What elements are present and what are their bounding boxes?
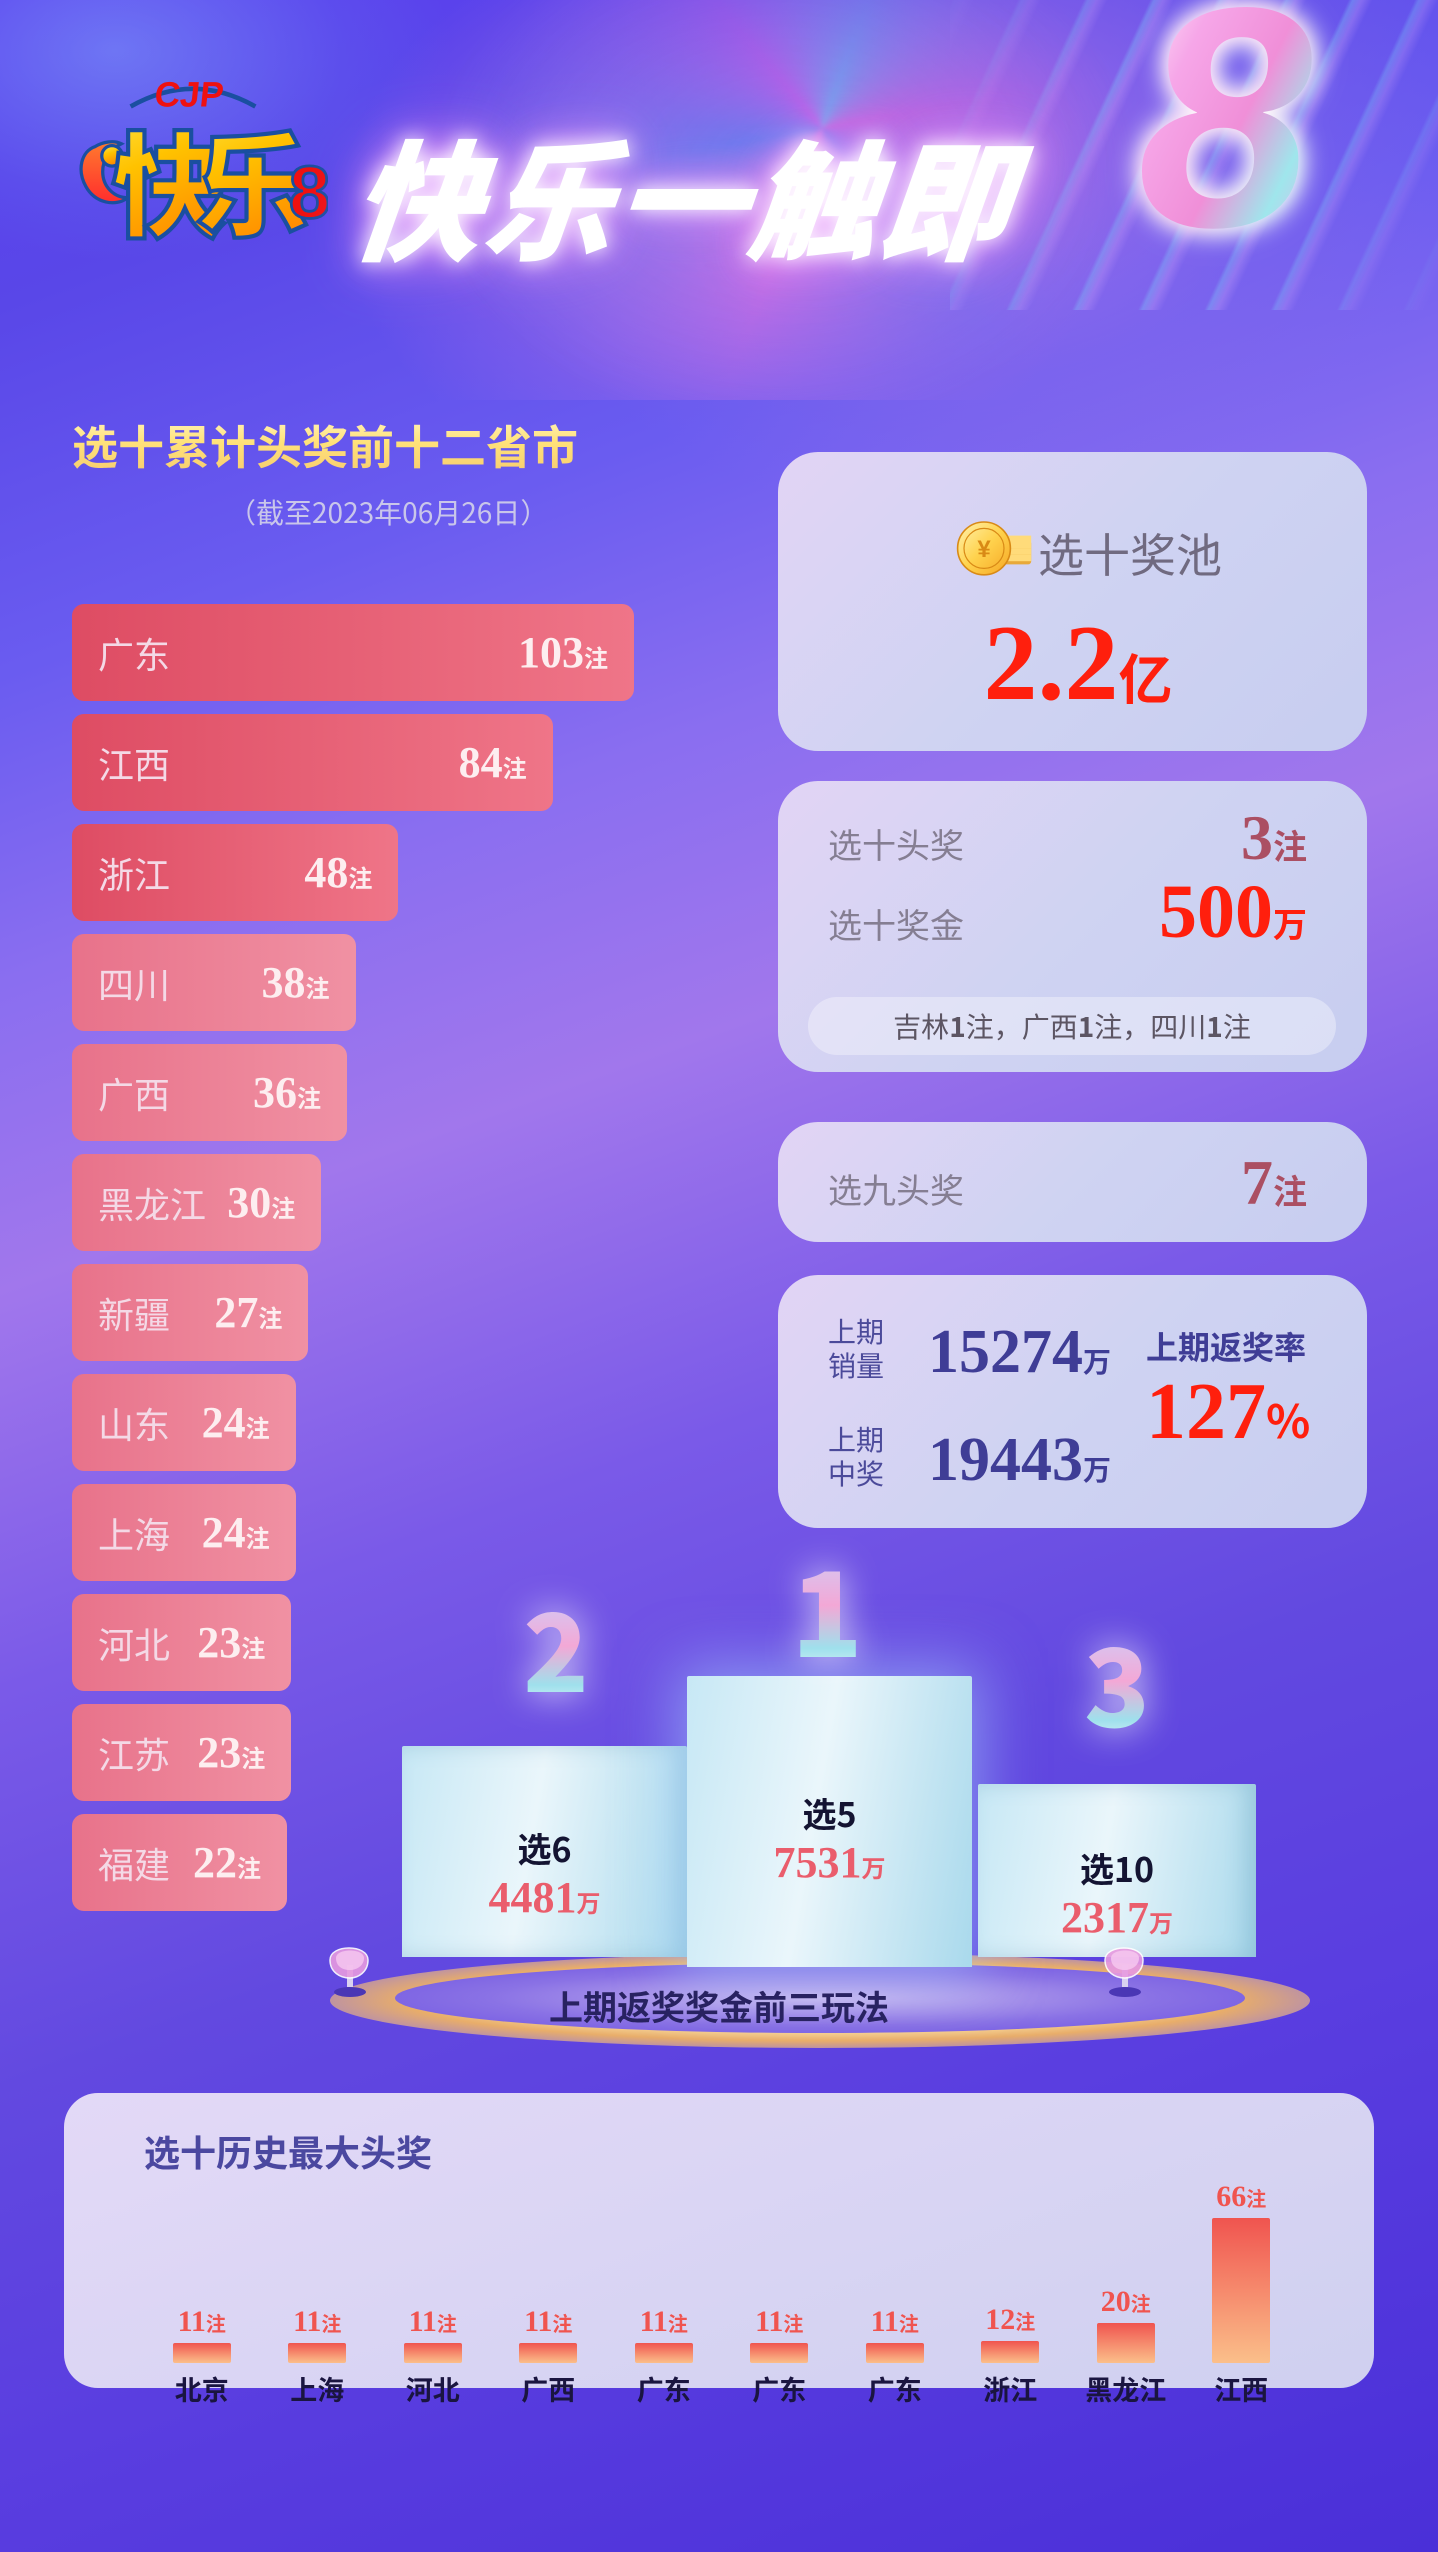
svg-text:8: 8 bbox=[1138, 0, 1314, 293]
svg-text:¥: ¥ bbox=[977, 536, 991, 563]
svg-text:8: 8 bbox=[289, 151, 328, 234]
